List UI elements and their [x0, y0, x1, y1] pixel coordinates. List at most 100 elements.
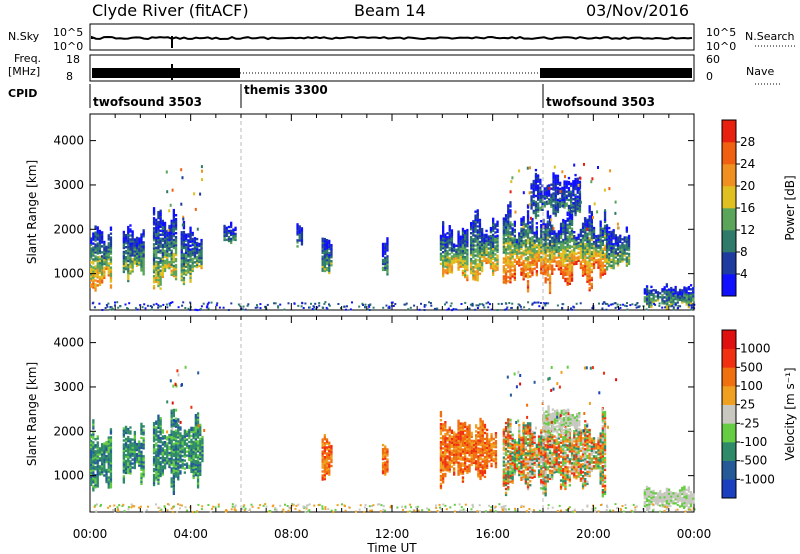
data-point: [152, 303, 155, 306]
data-cell: [170, 433, 173, 436]
data-point: [590, 180, 593, 184]
data-cell: [122, 465, 125, 468]
data-cell: [152, 221, 156, 224]
data-cell: [177, 472, 180, 475]
data-cell: [152, 463, 156, 467]
data-cell: [127, 447, 130, 451]
data-cell: [159, 213, 162, 216]
data-cell: [546, 254, 549, 257]
data-cell: [645, 289, 649, 292]
data-cell: [531, 253, 534, 257]
data-cell: [567, 180, 571, 184]
data-cell: [174, 443, 178, 446]
data-cell: [554, 214, 557, 217]
data-cell: [168, 260, 171, 264]
data-cell: [196, 426, 200, 429]
data-cell: [161, 243, 164, 247]
data-cell: [650, 303, 653, 307]
data-cell: [453, 261, 456, 264]
data-cell: [574, 201, 577, 205]
data-cell: [96, 471, 99, 474]
data-point: [485, 302, 488, 305]
data-cell: [551, 254, 554, 257]
data-cell: [566, 245, 569, 248]
data-cell: [584, 239, 587, 242]
data-cell: [234, 238, 237, 242]
nsky-panel: [89, 23, 695, 51]
data-cell: [140, 257, 143, 260]
data-cell: [381, 451, 385, 455]
data-cell: [155, 450, 158, 453]
data-cell: [502, 225, 505, 228]
data-cell: [566, 253, 569, 256]
data-cell: [603, 218, 607, 222]
data-cell: [605, 240, 609, 243]
data-cell: [556, 202, 560, 206]
data-cell: [534, 200, 538, 204]
data-cell: [321, 259, 324, 262]
data-cell: [177, 458, 180, 461]
data-cell: [597, 244, 600, 247]
data-point: [168, 304, 171, 307]
data-cell: [526, 212, 530, 215]
data-point: [346, 305, 348, 308]
data-cell: [551, 268, 554, 271]
data-cell: [185, 243, 188, 246]
data-cell: [103, 254, 106, 258]
data-cell: [323, 473, 326, 477]
data-cell: [522, 250, 525, 253]
data-cell: [627, 254, 631, 258]
data-cell: [92, 457, 95, 460]
data-cell: [105, 251, 108, 255]
data-cell: [537, 241, 541, 244]
data-cell: [177, 418, 180, 421]
data-cell: [590, 232, 593, 236]
data-cell: [474, 266, 477, 269]
data-cell: [509, 241, 512, 244]
data-cell: [172, 274, 175, 278]
data-cell: [185, 450, 189, 453]
data-cell: [461, 269, 465, 273]
data-cell: [524, 257, 527, 260]
data-cell: [196, 259, 199, 263]
data-cell: [554, 184, 557, 187]
data-cell: [124, 437, 128, 441]
data-cell: [157, 222, 160, 226]
data-point: [455, 308, 458, 311]
data-cell: [98, 459, 102, 462]
data-cell: [566, 257, 569, 260]
data-cell: [196, 237, 199, 241]
data-cell: [180, 249, 183, 252]
data-point: [674, 303, 677, 306]
data-cell: [185, 249, 188, 252]
data-cell: [157, 264, 160, 268]
data-cell: [540, 239, 543, 243]
data-cell: [474, 210, 477, 213]
data-cell: [177, 446, 180, 449]
data-cell: [105, 450, 108, 454]
data-cell: [127, 245, 130, 249]
data-cell: [464, 257, 467, 261]
data-cell: [476, 219, 479, 222]
data-cell: [107, 234, 110, 237]
data-cell: [492, 241, 495, 244]
data-cell: [564, 231, 567, 235]
data-cell: [439, 246, 443, 249]
colorbar-tick-label: 16: [740, 201, 755, 215]
data-cell: [103, 258, 106, 262]
data-cell: [135, 452, 139, 456]
data-cell: [109, 482, 113, 485]
data-cell: [101, 233, 104, 236]
data-cell: [442, 239, 445, 242]
data-cell: [544, 263, 547, 266]
data-cell: [612, 235, 615, 238]
data-cell: [603, 232, 607, 235]
data-cell: [568, 268, 571, 272]
data-point: [509, 190, 512, 194]
data-cell: [174, 445, 178, 448]
data-cell: [152, 277, 156, 280]
data-cell: [190, 458, 193, 461]
data-cell: [384, 266, 387, 269]
data-cell: [189, 248, 192, 251]
data-cell: [191, 231, 194, 235]
